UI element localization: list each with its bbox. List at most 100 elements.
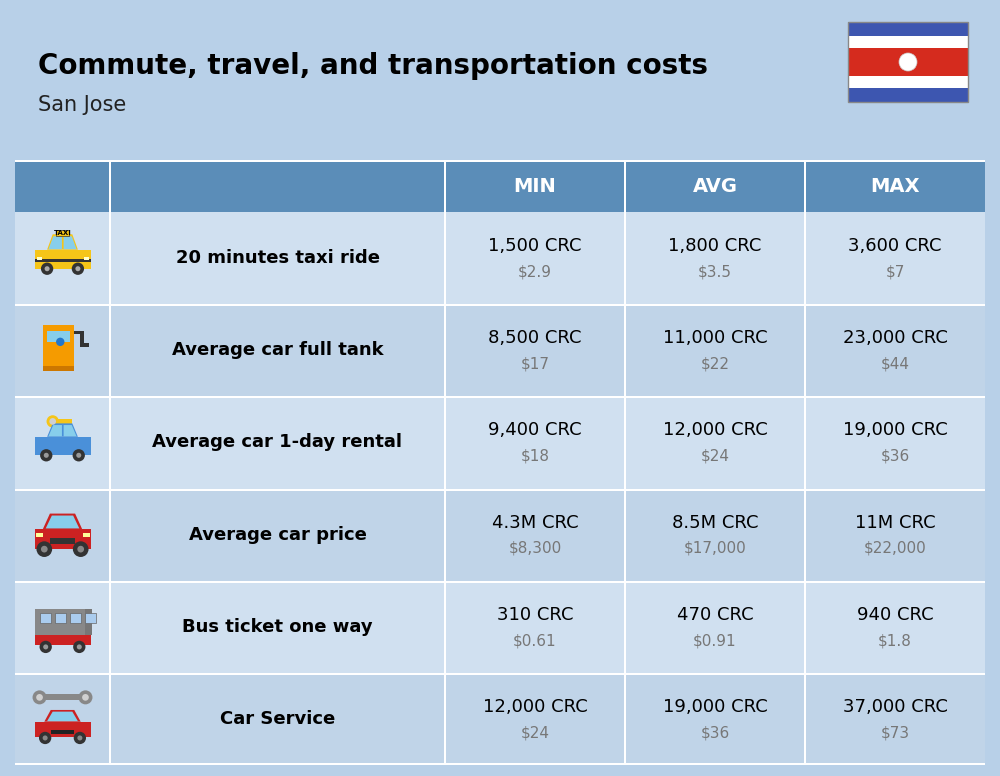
Bar: [51, 730, 74, 734]
Bar: [109, 160, 111, 765]
Text: 1,500 CRC: 1,500 CRC: [488, 237, 582, 255]
Bar: [84, 257, 89, 260]
Text: 8.5M CRC: 8.5M CRC: [672, 514, 758, 532]
Bar: [15, 580, 985, 583]
Bar: [36, 695, 89, 701]
Bar: [848, 47, 968, 76]
Bar: [848, 22, 968, 102]
Bar: [848, 22, 968, 36]
Circle shape: [74, 732, 86, 744]
Text: $0.61: $0.61: [513, 633, 557, 648]
Circle shape: [36, 542, 52, 557]
Circle shape: [41, 546, 48, 553]
Text: $22,000: $22,000: [864, 541, 926, 556]
Circle shape: [73, 641, 85, 653]
Circle shape: [899, 53, 917, 71]
Circle shape: [82, 694, 89, 701]
Bar: [34, 608, 90, 645]
Text: 3,600 CRC: 3,600 CRC: [848, 237, 942, 255]
Circle shape: [47, 415, 59, 428]
Polygon shape: [48, 236, 62, 249]
Bar: [15, 489, 985, 490]
Bar: [848, 88, 968, 102]
Text: $1.8: $1.8: [878, 633, 912, 648]
Bar: [15, 397, 985, 398]
Bar: [64, 424, 67, 427]
Text: $73: $73: [880, 726, 910, 740]
Bar: [36, 533, 43, 537]
Circle shape: [56, 338, 64, 346]
Text: 940 CRC: 940 CRC: [857, 606, 933, 624]
Text: $24: $24: [700, 449, 730, 464]
Text: $17: $17: [520, 357, 550, 372]
Circle shape: [49, 418, 56, 424]
Bar: [85, 608, 92, 635]
Polygon shape: [48, 425, 62, 436]
Bar: [15, 489, 985, 580]
Text: 19,000 CRC: 19,000 CRC: [663, 698, 767, 716]
Bar: [34, 250, 90, 269]
Circle shape: [36, 694, 43, 701]
Text: $24: $24: [520, 726, 550, 740]
Polygon shape: [47, 712, 78, 721]
Text: Average car full tank: Average car full tank: [172, 341, 383, 359]
Bar: [34, 437, 90, 455]
Text: TAXI: TAXI: [54, 230, 71, 236]
Bar: [15, 673, 985, 675]
Text: $0.91: $0.91: [693, 633, 737, 648]
Polygon shape: [64, 425, 76, 436]
Polygon shape: [64, 236, 76, 249]
Bar: [74, 331, 84, 334]
Text: 11M CRC: 11M CRC: [855, 514, 935, 532]
Bar: [43, 365, 74, 371]
Text: 4.3M CRC: 4.3M CRC: [492, 514, 578, 532]
Text: Average car 1-day rental: Average car 1-day rental: [152, 434, 402, 452]
Bar: [15, 160, 985, 212]
Text: $36: $36: [700, 726, 730, 740]
Text: 37,000 CRC: 37,000 CRC: [843, 698, 947, 716]
Text: Commute, travel, and transportation costs: Commute, travel, and transportation cost…: [38, 52, 708, 80]
Bar: [47, 331, 70, 342]
Text: 11,000 CRC: 11,000 CRC: [663, 329, 767, 348]
Circle shape: [77, 546, 84, 553]
Circle shape: [33, 691, 47, 705]
Polygon shape: [47, 234, 78, 250]
Polygon shape: [46, 515, 79, 528]
Text: $18: $18: [520, 449, 550, 464]
Text: 23,000 CRC: 23,000 CRC: [843, 329, 947, 348]
Text: $36: $36: [880, 449, 910, 464]
Bar: [848, 76, 968, 88]
Bar: [80, 343, 89, 347]
Text: $2.9: $2.9: [518, 265, 552, 279]
Circle shape: [43, 644, 48, 650]
Circle shape: [40, 641, 52, 653]
Text: Average car price: Average car price: [189, 525, 366, 543]
Bar: [50, 538, 75, 544]
Text: 19,000 CRC: 19,000 CRC: [843, 421, 947, 439]
Bar: [15, 673, 985, 765]
Bar: [15, 304, 985, 397]
Bar: [83, 533, 90, 537]
Text: $17,000: $17,000: [684, 541, 746, 556]
Text: 1,800 CRC: 1,800 CRC: [668, 237, 762, 255]
Polygon shape: [47, 424, 78, 437]
Bar: [70, 613, 81, 622]
Circle shape: [73, 542, 89, 557]
Circle shape: [73, 449, 85, 462]
Bar: [15, 580, 985, 673]
Text: 12,000 CRC: 12,000 CRC: [483, 698, 587, 716]
Circle shape: [77, 644, 82, 650]
Circle shape: [40, 449, 52, 462]
Circle shape: [41, 262, 53, 275]
Text: $22: $22: [700, 357, 730, 372]
Bar: [58, 419, 72, 424]
Bar: [43, 325, 74, 367]
Bar: [34, 259, 90, 262]
Text: MAX: MAX: [870, 176, 920, 196]
Text: $44: $44: [881, 357, 910, 372]
Bar: [40, 613, 51, 622]
Text: Bus ticket one way: Bus ticket one way: [182, 618, 373, 636]
Circle shape: [39, 732, 51, 744]
Bar: [68, 424, 71, 427]
Text: AVG: AVG: [692, 176, 738, 196]
